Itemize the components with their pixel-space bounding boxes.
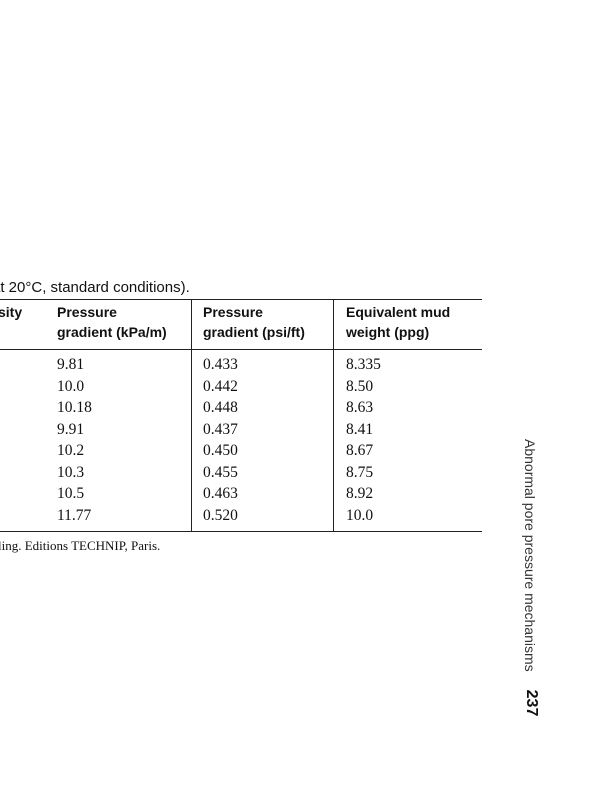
table-cell: 11.77	[57, 506, 92, 524]
table-cell: 9.81	[57, 356, 85, 373]
table-cell: 0.448	[203, 399, 238, 416]
table-cell: 0.437	[203, 420, 238, 438]
table-cell: 10.5	[57, 485, 85, 502]
table-cell: 10.3	[57, 463, 85, 481]
column-header: gradient (kPa/m)	[57, 324, 167, 340]
table-cell: 0.520	[203, 506, 238, 524]
caption: at 20°C, standard conditions).	[0, 279, 190, 296]
column-header: Pressure	[203, 304, 263, 320]
column-rule	[333, 299, 334, 532]
table-cell: 0.442	[203, 377, 238, 395]
table-cell: 8.335	[346, 356, 381, 373]
column-header: weight (ppg)	[346, 324, 430, 340]
table-cell: 10.18	[57, 399, 92, 416]
table-cell: 8.50	[346, 377, 374, 395]
bottom-rule	[0, 531, 482, 532]
table-cell: 10.2	[57, 442, 85, 459]
page-number: 237	[523, 689, 540, 717]
table-cell: 8.41	[346, 420, 374, 438]
column-header: gradient (psi/ft)	[203, 324, 305, 340]
table-cell: 0.450	[203, 442, 238, 459]
column-rule	[191, 299, 192, 532]
table-cell: 8.92	[346, 485, 374, 502]
column-header: sity	[0, 304, 23, 320]
running-head: Abnormal pore pressure mechanisms	[522, 439, 538, 672]
column-header: Equivalent mud	[346, 304, 451, 320]
table-cell: 8.63	[346, 399, 374, 416]
table-cell: 10.0	[346, 506, 374, 524]
table-cell: 0.455	[203, 463, 238, 481]
table-cell: 8.67	[346, 442, 374, 459]
table-cell: 0.433	[203, 356, 238, 373]
header-rule	[0, 349, 482, 350]
column-header: Pressure	[57, 304, 117, 320]
table-cell: 10.0	[57, 377, 85, 395]
table-cell: 9.91	[57, 420, 85, 438]
top-rule	[0, 299, 482, 300]
footnote: ling. Editions TECHNIP, Paris.	[0, 538, 161, 553]
table-cell: 8.75	[346, 463, 374, 481]
table-cell: 0.463	[203, 485, 238, 502]
